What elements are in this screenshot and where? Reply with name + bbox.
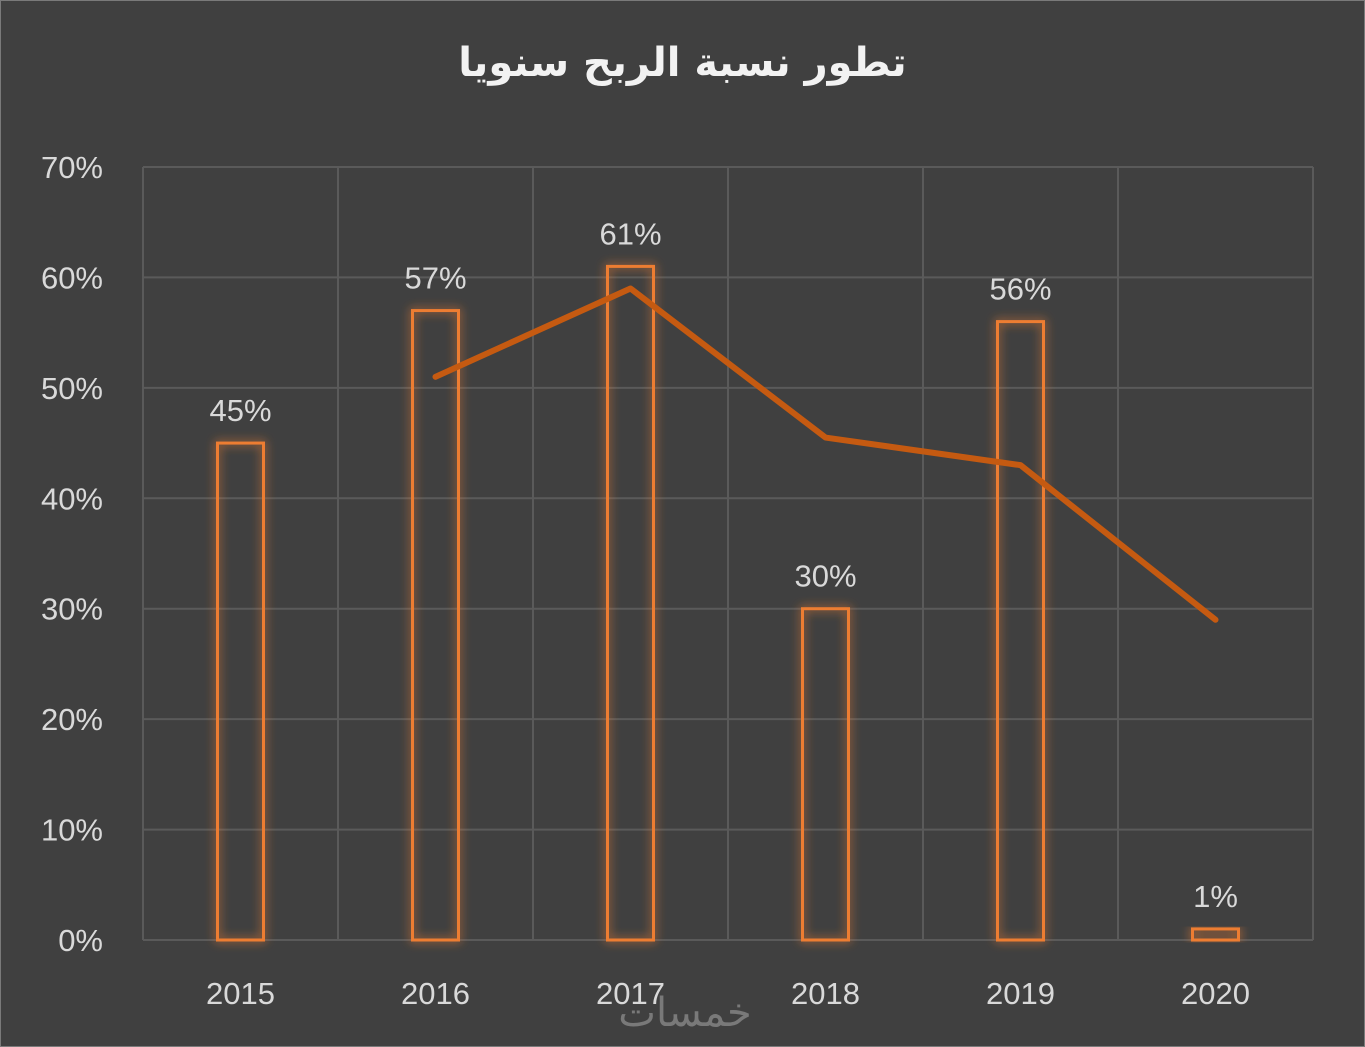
- watermark: خمسات: [618, 990, 752, 1036]
- y-tick-label: 50%: [41, 371, 103, 406]
- bar: [996, 320, 1045, 942]
- bar: [411, 309, 460, 942]
- bar-data-label: 61%: [599, 216, 661, 251]
- x-tick-label: 2019: [986, 976, 1055, 1011]
- bar: [216, 441, 265, 942]
- bar: [801, 607, 850, 942]
- y-tick-label: 40%: [41, 481, 103, 516]
- y-tick-label: 60%: [41, 260, 103, 295]
- bar-data-label: 57%: [404, 261, 466, 296]
- bar-data-label: 1%: [1193, 879, 1238, 914]
- bar-data-label: 45%: [209, 393, 271, 428]
- bar-data-label: 30%: [794, 559, 856, 594]
- bar-data-label: 56%: [989, 272, 1051, 307]
- bar: [606, 264, 655, 942]
- y-tick-label: 30%: [41, 592, 103, 627]
- y-tick-label: 10%: [41, 813, 103, 848]
- x-tick-label: 2017: [596, 976, 665, 1011]
- y-tick-label: 20%: [41, 702, 103, 737]
- chart-title: تطور نسبة الربح سنويا: [458, 40, 907, 86]
- x-tick-label: 2016: [401, 976, 470, 1011]
- x-tick-label: 2015: [206, 976, 275, 1011]
- y-tick-label: 0%: [58, 923, 103, 958]
- x-tick-label: 2018: [791, 976, 860, 1011]
- bar: [1191, 927, 1240, 942]
- trend-line: [432, 285, 1219, 623]
- x-tick-label: 2020: [1181, 976, 1250, 1011]
- y-tick-label: 70%: [41, 150, 103, 185]
